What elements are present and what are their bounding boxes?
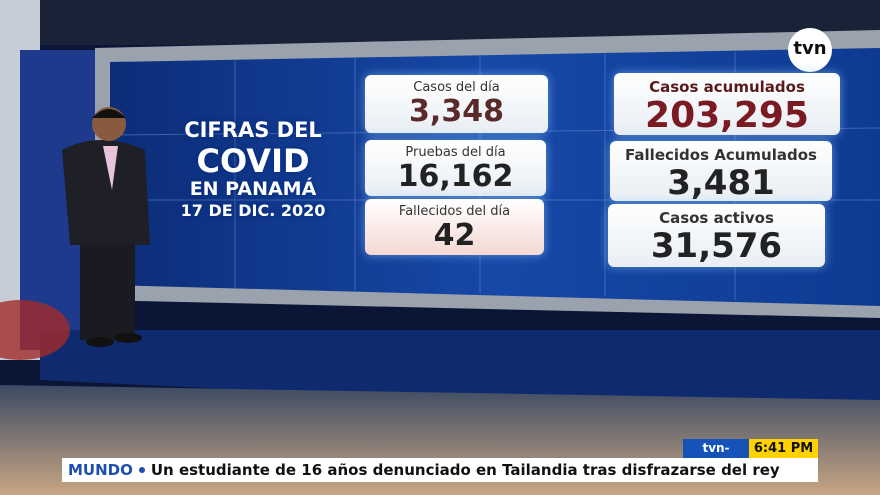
stat-card: Fallecidos Acumulados 3,481: [610, 141, 832, 201]
stat-value: 203,295: [645, 95, 809, 136]
stat-label: Casos del día: [413, 80, 500, 95]
stat-value: 16,162: [397, 159, 514, 194]
stat-card: Casos del día 3,348: [365, 75, 548, 133]
ticker-headline: Un estudiante de 16 años denunciado en T…: [150, 461, 780, 479]
clock: 6:41 PM: [749, 439, 818, 458]
panel-title: CIFRAS DEL: [184, 118, 322, 142]
stat-card: Fallecidos del día 42: [365, 199, 544, 255]
stat-value: 3,348: [409, 94, 504, 129]
panel-date: 17 DE DIC. 2020: [180, 201, 326, 220]
stat-value: 42: [433, 218, 476, 253]
ticker-separator: [138, 467, 145, 473]
stat-value: 31,576: [650, 226, 783, 266]
stat-label: Casos acumulados: [649, 78, 805, 96]
stat-card: Casos activos 31,576: [608, 204, 825, 267]
ticker-section: MUNDO: [68, 461, 133, 479]
stat-label: Pruebas del día: [405, 145, 506, 160]
stat-card: Casos acumulados 203,295: [614, 73, 840, 135]
stat-label: Fallecidos del día: [398, 204, 511, 219]
stat-label: Casos activos: [659, 209, 774, 227]
stat-value: 3,481: [667, 163, 775, 203]
channel-logo: tvn: [793, 38, 827, 59]
site-label: tvn-2.com: [683, 439, 749, 474]
panel-title: COVID: [196, 142, 310, 180]
news-ticker: MUNDO Un estudiante de 16 años denunciad…: [62, 458, 818, 482]
panel-title: EN PANAMÁ: [189, 178, 317, 200]
stat-card: Pruebas del día 16,162: [365, 140, 546, 196]
stat-label: Fallecidos Acumulados: [625, 146, 817, 164]
